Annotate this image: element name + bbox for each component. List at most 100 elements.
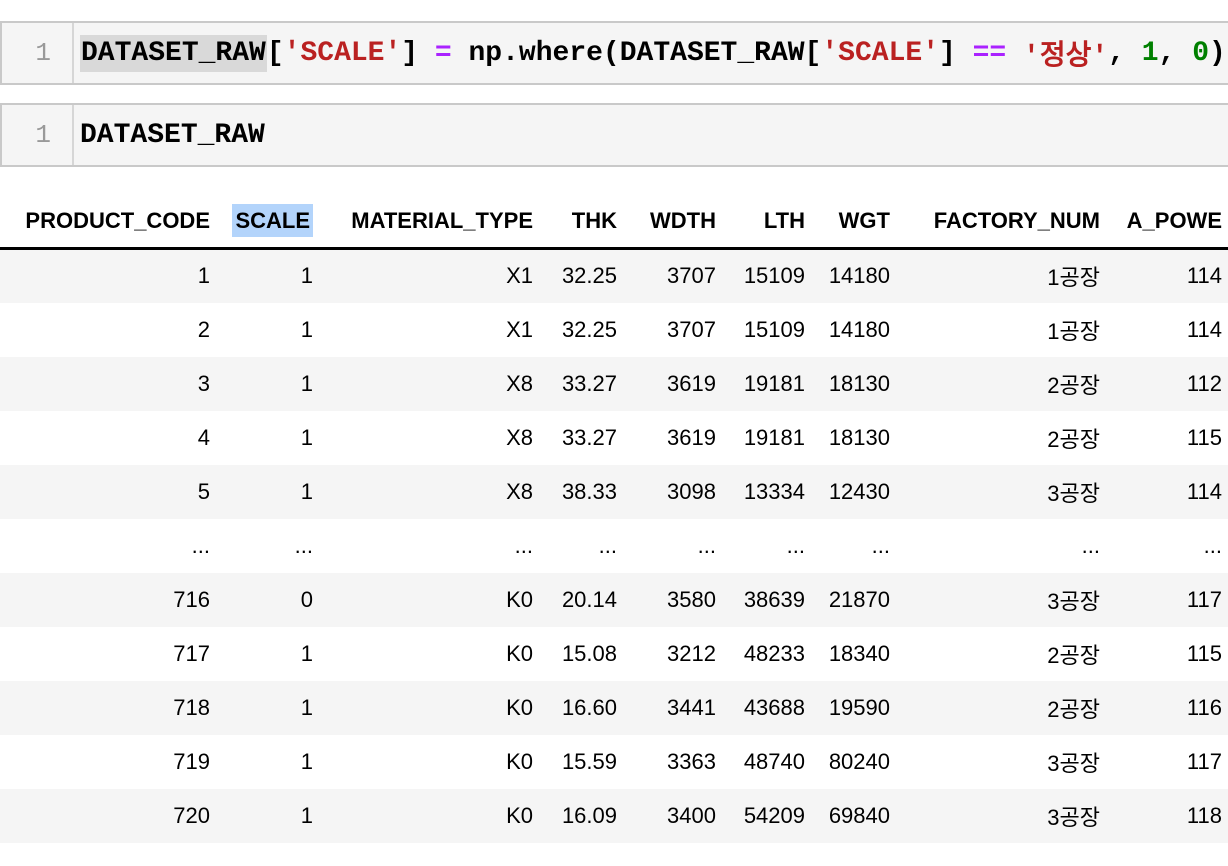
table-cell: 32.25 [561, 263, 617, 289]
table-cell: 32.25 [561, 316, 617, 342]
table-cell: K0 [506, 586, 533, 612]
code-cell-1[interactable]: 1 DATASET_RAW['SCALE'] = np.where(DATASE… [0, 21, 1228, 85]
table-cell: 115 [1186, 424, 1222, 450]
code-editor-line[interactable]: DATASET_RAW [74, 105, 265, 165]
code-token [1006, 38, 1023, 69]
table-cell: 18340 [828, 640, 890, 666]
table-cell: 19590 [828, 694, 890, 720]
table-cell: 1 [300, 478, 313, 504]
table-cell: ... [786, 532, 805, 558]
table-cell: 38.33 [561, 478, 617, 504]
code-token: = [434, 37, 452, 69]
table-row: 1 1 X1 32.25 3707 15109 14180 1공장 114 [0, 248, 1228, 303]
table-cell: 19181 [743, 424, 805, 450]
table-cell: 3707 [667, 316, 716, 342]
table-cell: 48233 [743, 640, 805, 666]
code-token: , [1108, 37, 1142, 69]
code-token: 'SCALE' [821, 37, 939, 69]
table-cell: 15109 [743, 316, 805, 342]
table-cell: 0 [300, 586, 313, 612]
table-cell: 14180 [828, 263, 890, 289]
dataframe-output: PRODUCT_CODE SCALE MATERIAL_TYPE THK WDTH LTH… [0, 195, 1228, 843]
table-cell: 1 [300, 370, 313, 396]
table-cell: 115 [1186, 640, 1222, 666]
table-cell: 1 [300, 316, 313, 342]
table-cell: 3098 [667, 478, 716, 504]
table-cell: 3공장 [1047, 750, 1100, 776]
table-cell: 117 [1186, 748, 1222, 774]
code-token: 0 [1192, 37, 1210, 69]
table-cell: 15.59 [561, 748, 617, 774]
table-row: 719 1 K0 15.59 3363 48740 80240 3공장 117 [0, 735, 1228, 789]
table-cell: 14180 [828, 316, 890, 342]
table-cell: 3공장 [1047, 588, 1100, 614]
table-cell: ... [514, 532, 533, 558]
table-row: 3 1 X8 33.27 3619 19181 18130 2공장 112 [0, 356, 1228, 411]
table-cell: 1공장 [1047, 318, 1100, 344]
table-row: 716 0 K0 20.14 3580 38639 21870 3공장 117 [0, 572, 1228, 627]
table-cell: ... [598, 532, 617, 558]
table-cell: ... [1081, 532, 1100, 558]
table-cell: 21870 [828, 586, 890, 612]
column-header-factory_num: FACTORY_NUM [896, 195, 1106, 250]
table-cell: K0 [506, 802, 533, 828]
code-cell-2[interactable]: 1 DATASET_RAW [0, 103, 1228, 167]
table-cell: X1 [506, 263, 533, 289]
column-header-wgt: WGT [811, 195, 896, 250]
table-cell: 2 [197, 316, 210, 342]
selected-column-header-text: SCALE [232, 204, 313, 237]
table-cell: 15109 [743, 263, 805, 289]
line-number: 1 [35, 120, 51, 150]
table-cell: 16.60 [561, 694, 617, 720]
table-cell: 20.14 [561, 586, 617, 612]
table-cell: X8 [506, 370, 533, 396]
table-cell: 5 [197, 478, 210, 504]
table-cell: 54209 [743, 802, 805, 828]
column-header-lth: LTH [722, 195, 811, 250]
table-cell: 4 [197, 424, 210, 450]
table-cell: 3400 [667, 802, 716, 828]
table-cell: 48740 [743, 748, 805, 774]
table-cell: K0 [506, 748, 533, 774]
table-cell: 112 [1186, 370, 1222, 396]
code-token: [ [266, 37, 284, 69]
table-cell: 12430 [828, 478, 890, 504]
code-token: '정상' [1023, 42, 1109, 73]
table-cell: 2공장 [1047, 426, 1100, 452]
line-number: 1 [35, 38, 51, 68]
table-cell: 1 [300, 748, 313, 774]
table-cell: 38639 [743, 586, 805, 612]
code-token: ] [401, 37, 435, 69]
table-row: 718 1 K0 16.60 3441 43688 19590 2공장 116 [0, 680, 1228, 735]
code-token: ] [939, 37, 973, 69]
table-cell: 80240 [828, 748, 890, 774]
table-cell: 2공장 [1047, 372, 1100, 398]
table-cell: 3707 [667, 263, 716, 289]
code-token: , [1158, 37, 1193, 69]
table-cell: 3619 [667, 370, 716, 396]
table-cell: 33.27 [561, 370, 617, 396]
table-row: 5 1 X8 38.33 3098 13334 12430 3공장 114 [0, 464, 1228, 519]
code-editor-line[interactable]: DATASET_RAW['SCALE'] = np.where(DATASET_… [74, 23, 1226, 83]
table-cell: 720 [173, 802, 210, 828]
table-cell: 3212 [667, 640, 716, 666]
code-token: 'SCALE' [283, 37, 402, 69]
table-cell: 719 [173, 748, 210, 774]
table-cell: 114 [1186, 316, 1222, 342]
code-token: ) [1209, 37, 1226, 69]
column-header-wdth: WDTH [623, 195, 722, 250]
table-cell: K0 [506, 694, 533, 720]
table-cell: ... [191, 532, 210, 558]
table-cell: 1 [300, 640, 313, 666]
table-cell: 117 [1186, 586, 1222, 612]
column-header-thk: THK [539, 195, 623, 250]
table-cell: 3공장 [1047, 480, 1100, 506]
code-token: 1 [1141, 37, 1159, 69]
table-cell: 16.09 [561, 802, 617, 828]
table-cell: 1 [197, 263, 210, 289]
table-cell: 1 [300, 263, 313, 289]
table-cell: 1 [300, 424, 313, 450]
table-cell: 3441 [667, 694, 716, 720]
table-cell: 19181 [743, 370, 805, 396]
table-cell: 1공장 [1047, 265, 1100, 291]
